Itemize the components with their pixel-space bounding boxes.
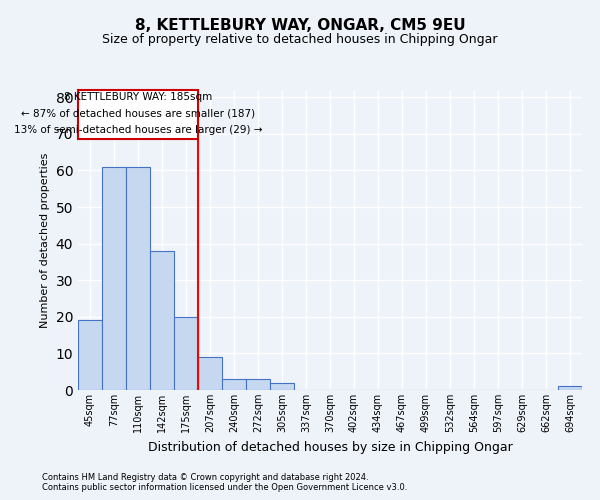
Bar [78, 320, 102, 390]
Text: Contains public sector information licensed under the Open Government Licence v3: Contains public sector information licen… [42, 484, 407, 492]
Bar [198, 357, 222, 390]
FancyBboxPatch shape [78, 90, 198, 140]
Bar [222, 379, 246, 390]
Text: 8, KETTLEBURY WAY, ONGAR, CM5 9EU: 8, KETTLEBURY WAY, ONGAR, CM5 9EU [134, 18, 466, 32]
Bar [246, 379, 270, 390]
Bar [558, 386, 582, 390]
X-axis label: Distribution of detached houses by size in Chipping Ongar: Distribution of detached houses by size … [148, 440, 512, 454]
Bar [126, 167, 150, 390]
Bar [270, 382, 294, 390]
Text: Contains HM Land Registry data © Crown copyright and database right 2024.: Contains HM Land Registry data © Crown c… [42, 474, 368, 482]
Text: ← 87% of detached houses are smaller (187): ← 87% of detached houses are smaller (18… [21, 108, 255, 118]
Text: Size of property relative to detached houses in Chipping Ongar: Size of property relative to detached ho… [102, 32, 498, 46]
Text: 8 KETTLEBURY WAY: 185sqm: 8 KETTLEBURY WAY: 185sqm [64, 92, 212, 102]
Y-axis label: Number of detached properties: Number of detached properties [40, 152, 50, 328]
Text: 13% of semi-detached houses are larger (29) →: 13% of semi-detached houses are larger (… [14, 125, 262, 135]
Bar [102, 167, 126, 390]
Bar [150, 251, 174, 390]
Bar [174, 317, 198, 390]
